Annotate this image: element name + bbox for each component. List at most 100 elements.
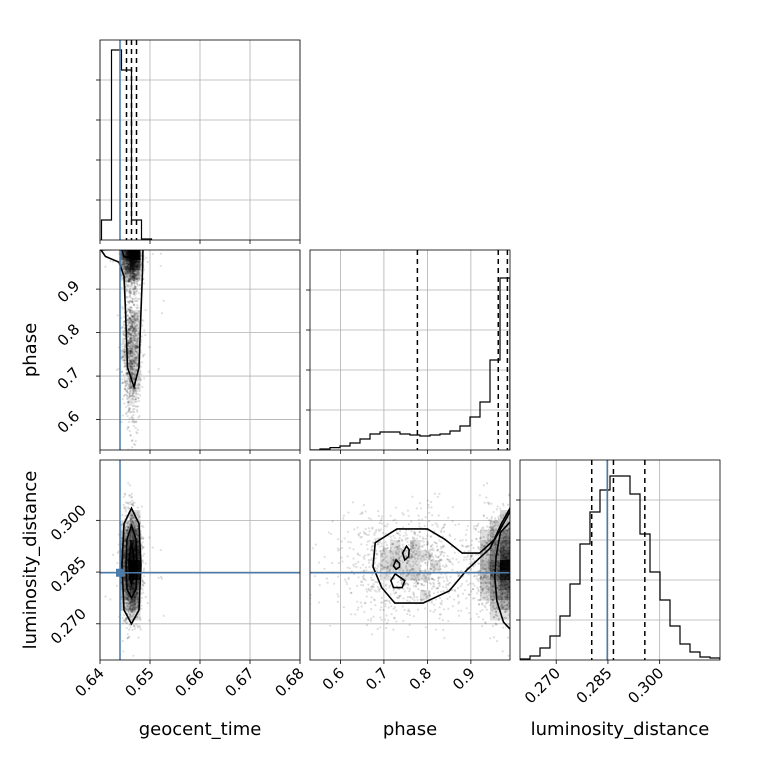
sample-point <box>161 577 163 579</box>
sample-point <box>145 309 147 311</box>
sample-point <box>134 519 136 521</box>
sample-point <box>136 592 138 594</box>
sample-point <box>122 650 124 652</box>
sample-point <box>507 655 509 657</box>
sample-point <box>143 546 145 548</box>
sample-point <box>141 386 143 388</box>
sample-point <box>125 271 127 273</box>
sample-point <box>140 619 142 621</box>
sample-point <box>131 281 133 283</box>
sample-point <box>137 379 139 381</box>
sample-point <box>136 365 138 367</box>
sample-point <box>135 390 137 392</box>
sample-point <box>136 264 138 266</box>
sample-point <box>128 401 130 403</box>
sample-point <box>93 606 95 608</box>
sample-point <box>123 614 125 616</box>
sample-point <box>132 339 134 341</box>
sample-point <box>127 529 129 531</box>
sample-point <box>122 640 124 642</box>
sample-point <box>124 351 126 353</box>
sample-point <box>134 325 136 327</box>
sample-point <box>417 548 419 550</box>
sample-point <box>129 251 131 253</box>
sample-point <box>132 408 134 410</box>
sample-point <box>131 321 133 323</box>
sample-point <box>136 252 138 254</box>
sample-point <box>135 532 137 534</box>
sample-point <box>126 415 128 417</box>
sample-point <box>127 526 129 528</box>
sample-point <box>140 269 142 271</box>
sample-point <box>138 266 140 268</box>
sample-point <box>329 625 331 627</box>
sample-point <box>122 355 124 357</box>
sample-point <box>128 599 130 601</box>
sample-point <box>130 395 132 397</box>
sample-point <box>148 371 150 373</box>
sample-point <box>123 507 125 509</box>
sample-point <box>134 344 136 346</box>
sample-point <box>116 562 118 564</box>
sample-point <box>128 611 130 613</box>
sample-point <box>128 345 130 347</box>
sample-point <box>442 565 444 567</box>
sample-point <box>138 292 140 294</box>
sample-point <box>135 393 137 395</box>
sample-point <box>130 590 132 592</box>
sample-point <box>124 377 126 379</box>
sample-point <box>134 444 136 446</box>
sample-point <box>130 386 132 388</box>
sample-point <box>368 534 370 536</box>
sample-point <box>129 328 131 330</box>
sample-point <box>132 258 134 260</box>
sample-point <box>128 636 130 638</box>
sample-point <box>129 538 131 540</box>
sample-point <box>129 290 131 292</box>
sample-point <box>124 263 126 265</box>
sample-point <box>132 288 134 290</box>
sample-point <box>132 279 134 281</box>
sample-point <box>127 523 129 525</box>
sample-point <box>362 564 364 566</box>
sample-point <box>465 539 467 541</box>
sample-point <box>132 605 134 607</box>
sample-point <box>136 345 138 347</box>
sample-point <box>124 546 126 548</box>
sample-point <box>135 313 137 315</box>
sample-point <box>139 284 141 286</box>
sample-point <box>122 346 124 348</box>
sample-point <box>402 620 404 622</box>
sample-point <box>122 341 124 343</box>
sample-point <box>122 308 124 310</box>
sample-point <box>131 496 133 498</box>
sample-point <box>122 622 124 624</box>
sample-point <box>136 283 138 285</box>
sample-point <box>138 277 140 279</box>
sample-point <box>132 502 134 504</box>
sample-point <box>143 582 145 584</box>
sample-point <box>125 289 127 291</box>
sample-point <box>137 397 139 399</box>
sample-point <box>133 395 135 397</box>
sample-point <box>152 253 154 255</box>
sample-point <box>131 540 133 542</box>
sample-point <box>141 325 143 327</box>
sample-point <box>136 338 138 340</box>
sample-point <box>128 421 130 423</box>
sample-point <box>480 594 482 596</box>
sample-point <box>133 544 135 546</box>
sample-point <box>129 626 131 628</box>
sample-point <box>140 629 142 631</box>
sample-point <box>129 301 131 303</box>
sample-point <box>136 528 138 530</box>
sample-point <box>126 391 128 393</box>
sample-point <box>442 629 444 631</box>
sample-point <box>135 623 137 625</box>
sample-point <box>133 358 135 360</box>
sample-point <box>136 278 138 280</box>
sample-point <box>419 536 421 538</box>
sample-point <box>128 348 130 350</box>
sample-point <box>124 510 126 512</box>
